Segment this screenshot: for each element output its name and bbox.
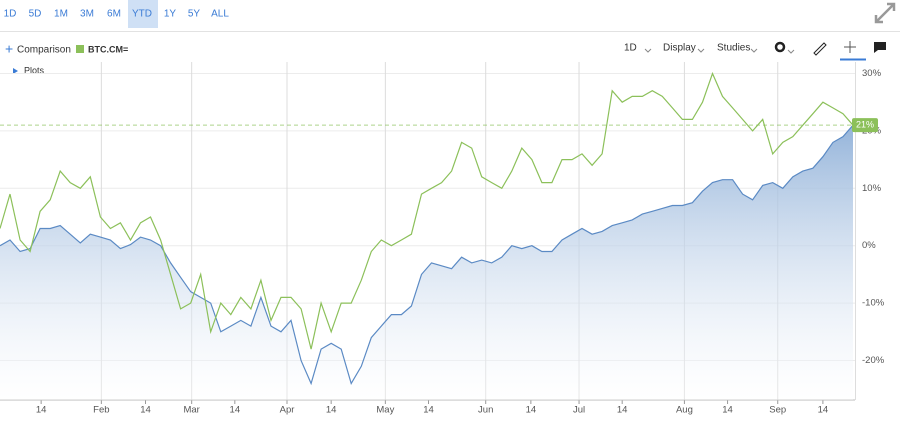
range-button[interactable]: 1M <box>54 9 68 20</box>
x-tick-label: 14 <box>526 405 537 416</box>
plot-area: 30%20%10%0%-10%-20%14Feb14Mar14Apr14May1… <box>0 62 885 416</box>
plots-arrow[interactable] <box>13 68 18 74</box>
chevron <box>750 48 758 53</box>
last-value-label: 21% <box>856 120 874 130</box>
last-value-badge <box>852 118 878 133</box>
series-line <box>0 71 854 350</box>
x-tick-label: Apr <box>280 405 295 416</box>
range-button[interactable]: 1D <box>4 9 17 20</box>
x-tick-label: Aug <box>676 405 693 416</box>
draw-icon[interactable] <box>813 42 827 56</box>
range-button[interactable]: 5Y <box>188 9 201 20</box>
x-tick-label: 14 <box>326 405 337 416</box>
x-tick-label: 14 <box>818 405 829 416</box>
x-tick-label: 14 <box>230 405 241 416</box>
x-tick-label: 14 <box>36 405 47 416</box>
series-swatch <box>76 45 84 53</box>
interval-button[interactable]: 1D <box>624 43 637 54</box>
range-button[interactable]: ALL <box>211 9 229 20</box>
legend-entry[interactable]: BTC.CM= <box>88 44 128 54</box>
range-selected <box>128 0 158 28</box>
y-tick-label: -20% <box>862 355 885 366</box>
x-tick-label: Jul <box>573 405 585 416</box>
y-tick-label: 10% <box>862 183 882 194</box>
range-button[interactable]: 3M <box>80 9 94 20</box>
chevron <box>697 48 705 53</box>
crosshair-icon[interactable] <box>840 41 866 61</box>
x-tick-label: May <box>376 405 394 416</box>
expand-icon[interactable] <box>874 2 896 24</box>
x-tick-label: 14 <box>617 405 628 416</box>
chevron <box>644 48 652 53</box>
plus-icon[interactable]: + <box>5 41 13 57</box>
settings-icon[interactable] <box>774 41 795 54</box>
range-button[interactable]: 5D <box>29 9 42 20</box>
studies-button[interactable]: Studies <box>717 43 750 54</box>
area-fill <box>0 125 853 400</box>
y-tick-label: 30% <box>862 68 882 79</box>
x-tick-label: Sep <box>769 405 786 416</box>
range-button[interactable]: 6M <box>107 9 121 20</box>
comparison-button[interactable]: Comparison <box>17 45 71 56</box>
x-tick-label: Jun <box>478 405 493 416</box>
range-button[interactable]: YTD <box>132 9 152 20</box>
range-button[interactable]: 1Y <box>164 9 177 20</box>
range-buttons: 1D 5D 1M 3M 6M YTD 1Y 5Y ALL <box>4 0 229 28</box>
x-tick-label: 14 <box>140 405 151 416</box>
display-button[interactable]: Display <box>663 43 696 54</box>
x-tick-label: Feb <box>93 405 109 416</box>
plots-button[interactable]: Plots <box>24 65 45 75</box>
y-tick-label: 0% <box>862 240 876 251</box>
x-tick-label: 14 <box>722 405 733 416</box>
series-line <box>0 124 854 386</box>
x-tick-label: 14 <box>423 405 434 416</box>
comment-icon[interactable] <box>874 42 886 53</box>
x-tick-label: Mar <box>183 405 199 416</box>
y-tick-label: -10% <box>862 298 885 309</box>
